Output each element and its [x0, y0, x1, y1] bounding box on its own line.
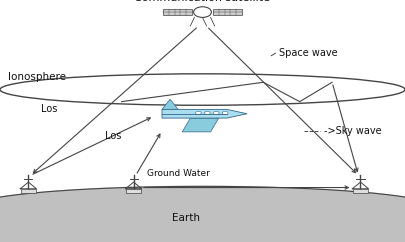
Text: Los: Los [105, 130, 121, 141]
Circle shape [213, 111, 219, 115]
Text: ->Sky wave: ->Sky wave [324, 126, 382, 136]
Text: Earth: Earth [172, 213, 200, 223]
Bar [163, 9, 192, 15]
Text: Space wave: Space wave [279, 48, 338, 58]
Circle shape [194, 7, 211, 17]
Text: Ground Water: Ground Water [147, 169, 210, 178]
Bar [21, 189, 36, 193]
Text: Ionosphere: Ionosphere [8, 72, 66, 83]
Bar [353, 189, 368, 193]
Circle shape [196, 111, 201, 115]
Polygon shape [162, 109, 247, 118]
Circle shape [205, 111, 210, 115]
Text: Los: Los [40, 104, 57, 114]
Polygon shape [182, 118, 219, 132]
Bar [126, 189, 141, 193]
Text: Communication satellite: Communication satellite [134, 0, 271, 3]
Polygon shape [162, 99, 178, 109]
Circle shape [222, 111, 228, 115]
Bar [213, 9, 242, 15]
